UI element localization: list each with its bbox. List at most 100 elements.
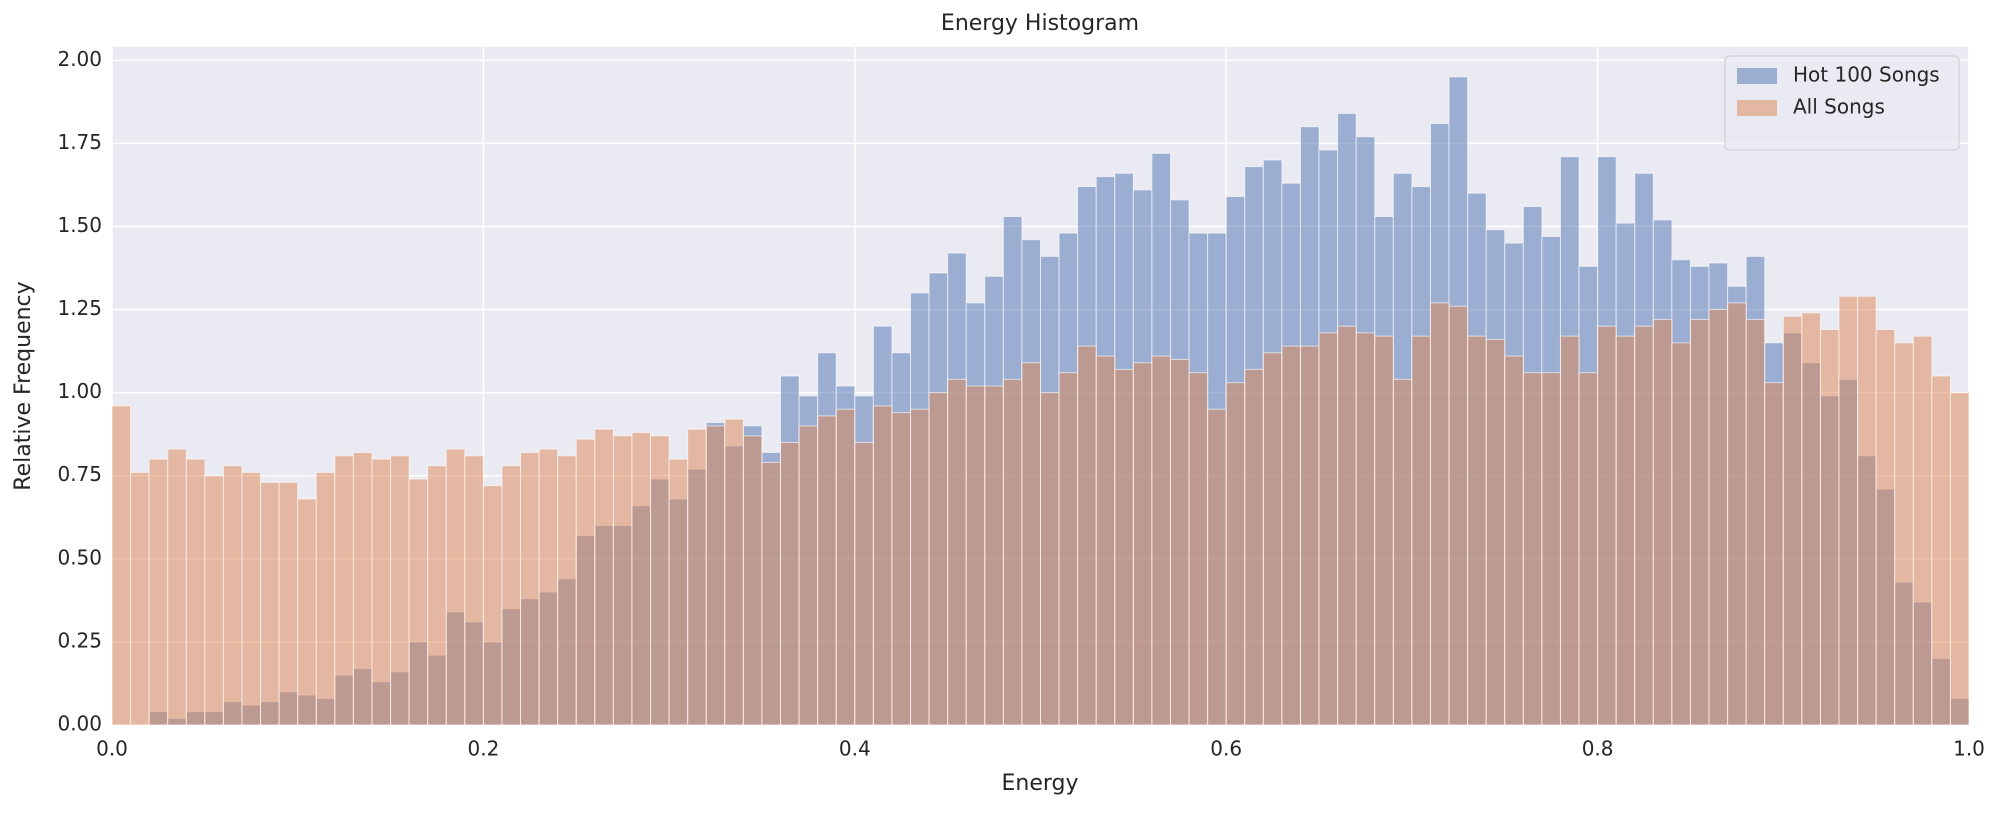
histogram-bar [1058, 372, 1079, 726]
histogram-bar [761, 461, 782, 726]
histogram-bar [1559, 335, 1580, 726]
histogram-bar [464, 455, 484, 726]
histogram-bar [742, 435, 763, 726]
histogram-bar [1021, 362, 1041, 726]
histogram-bar [1708, 309, 1729, 726]
histogram-bar [352, 451, 373, 726]
histogram-bar [947, 378, 967, 726]
histogram-bar [1727, 302, 1747, 726]
legend-label: All Songs [1793, 95, 1885, 119]
histogram-bar [501, 465, 522, 726]
histogram-bar [204, 475, 224, 726]
histogram-bar [260, 481, 280, 726]
histogram-bar [724, 418, 744, 726]
y-tick-label: 2.00 [57, 47, 102, 71]
y-tick-label: 0.50 [57, 545, 102, 569]
chart-title: Energy Histogram [941, 11, 1139, 36]
histogram-bar [1188, 372, 1209, 726]
histogram-bar [594, 428, 614, 726]
histogram-bar [1337, 325, 1357, 726]
histogram-bar [241, 471, 262, 726]
histogram-bar [1095, 355, 1116, 726]
histogram-bar [1931, 375, 1951, 726]
histogram-bar [780, 442, 800, 726]
histogram-bar [1838, 295, 1859, 726]
histogram-bar [1374, 335, 1394, 726]
histogram-bar [817, 415, 837, 726]
histogram-bar [1875, 329, 1896, 726]
legend-swatch [1737, 68, 1777, 84]
histogram-bar [1578, 372, 1599, 726]
histogram-bar [1355, 332, 1376, 726]
histogram-bar [891, 412, 912, 726]
histogram-bar [1541, 372, 1561, 726]
histogram-bar [1949, 392, 1970, 726]
histogram-bar [557, 455, 577, 726]
histogram-bar [538, 448, 559, 726]
histogram-bar [1894, 342, 1914, 726]
histogram-bar [167, 448, 187, 726]
histogram-bar [1504, 355, 1524, 726]
histogram-bar [1392, 378, 1413, 726]
histogram-bar [1411, 335, 1431, 726]
y-tick-label: 0.00 [57, 712, 102, 736]
histogram-bar [1671, 342, 1691, 726]
histogram-bar [482, 485, 503, 726]
histogram-bar [928, 392, 949, 726]
y-tick-label: 1.25 [57, 296, 102, 320]
histogram-bar [427, 465, 447, 726]
histogram-bar [1857, 295, 1877, 726]
y-tick-label: 0.75 [57, 462, 102, 486]
histogram-bar [371, 458, 392, 726]
histogram-bar [1244, 368, 1264, 726]
histogram-bar [1485, 338, 1506, 726]
histogram-bar [278, 481, 299, 726]
histogram-bar [984, 385, 1004, 726]
histogram-bar [650, 435, 670, 726]
histogram-bar [222, 465, 243, 726]
histogram-bar [1801, 312, 1821, 726]
legend-swatch [1737, 100, 1777, 116]
x-tick-label: 0.6 [1210, 737, 1242, 761]
legend-box [1724, 55, 1960, 151]
y-tick-label: 0.25 [57, 628, 102, 652]
histogram-bar [1912, 335, 1933, 726]
histogram-bar [315, 471, 336, 726]
histogram-bar [687, 428, 707, 726]
histogram-bar [1689, 319, 1710, 726]
histogram-bar [1132, 362, 1153, 726]
histogram-bar [520, 451, 540, 726]
x-tick-label: 0.2 [467, 737, 499, 761]
histogram-bar [1522, 372, 1543, 726]
histogram-bar [148, 458, 169, 726]
histogram-bar [1318, 332, 1339, 726]
y-tick-label: 1.75 [57, 130, 102, 154]
histogram-bar [1225, 382, 1246, 726]
histogram-bar [872, 405, 893, 726]
histogram-bar [1299, 345, 1320, 726]
histogram-bar [1207, 408, 1227, 726]
histogram-bar [910, 408, 930, 726]
legend: Hot 100 Songs All Songs [1724, 55, 1960, 151]
histogram-bar [111, 405, 132, 726]
histogram-bar [575, 438, 596, 726]
histogram-bar [1652, 319, 1673, 726]
x-tick-label: 0.4 [839, 737, 871, 761]
x-axis-label: Energy [1001, 771, 1078, 796]
histogram-bar [334, 455, 354, 726]
histogram-bar [1077, 345, 1097, 726]
bars [111, 76, 1970, 726]
histogram-bar [965, 385, 986, 726]
histogram-bar [1151, 355, 1171, 726]
histogram-bar [445, 448, 466, 726]
histogram-bar [1040, 392, 1060, 726]
histogram-bar [1467, 335, 1487, 726]
histogram-bar [668, 458, 689, 726]
histogram-bar [1819, 329, 1840, 726]
histogram-bar [631, 432, 652, 726]
histogram-bar [612, 435, 633, 726]
labels: 0.00 0.25 0.50 0.75 1.00 1.25 1.50 1.75 2.00 0.0 0… [57, 47, 1984, 761]
x-tick-label: 0.8 [1582, 737, 1614, 761]
